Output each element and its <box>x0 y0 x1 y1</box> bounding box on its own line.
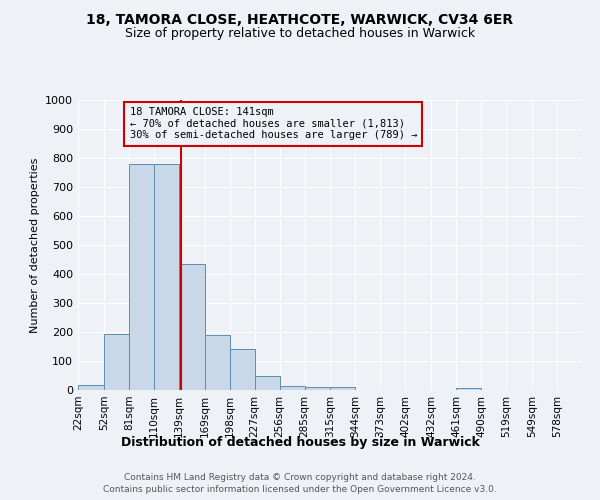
Text: Distribution of detached houses by size in Warwick: Distribution of detached houses by size … <box>121 436 479 449</box>
Text: 18 TAMORA CLOSE: 141sqm
← 70% of detached houses are smaller (1,813)
30% of semi: 18 TAMORA CLOSE: 141sqm ← 70% of detache… <box>130 108 417 140</box>
Bar <box>254 376 280 390</box>
Bar <box>104 334 129 390</box>
Bar <box>129 164 154 390</box>
Text: Size of property relative to detached houses in Warwick: Size of property relative to detached ho… <box>125 28 475 40</box>
Bar <box>205 335 230 390</box>
Text: 18, TAMORA CLOSE, HEATHCOTE, WARWICK, CV34 6ER: 18, TAMORA CLOSE, HEATHCOTE, WARWICK, CV… <box>86 12 514 26</box>
Bar <box>154 164 179 390</box>
Bar <box>78 385 104 390</box>
Bar <box>456 388 481 390</box>
Bar <box>280 386 305 390</box>
Bar <box>179 264 205 390</box>
Text: Contains HM Land Registry data © Crown copyright and database right 2024.: Contains HM Land Registry data © Crown c… <box>124 473 476 482</box>
Bar <box>230 348 254 390</box>
Text: Contains public sector information licensed under the Open Government Licence v3: Contains public sector information licen… <box>103 484 497 494</box>
Y-axis label: Number of detached properties: Number of detached properties <box>29 158 40 332</box>
Bar <box>305 386 331 390</box>
Bar <box>331 386 355 390</box>
